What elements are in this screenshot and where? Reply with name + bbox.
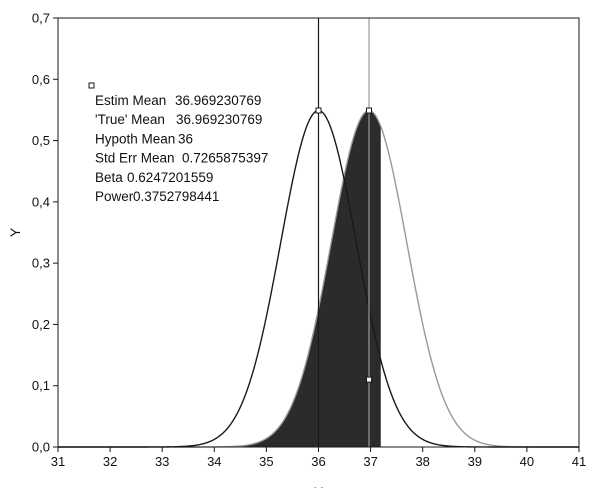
y-tick-label: 0,2 <box>32 317 50 332</box>
stat-label: Hypoth Mean <box>95 131 175 146</box>
y-tick-label: 0,3 <box>32 256 50 271</box>
y-tick-label: 0,5 <box>32 133 50 148</box>
x-tick-label: 41 <box>572 454 586 469</box>
stat-label: Std Err Mean <box>95 151 175 166</box>
stat-value: 36.969230769 <box>176 112 262 127</box>
true-mean-marker <box>366 107 372 114</box>
stats-panel: Estim Mean 36.969230769 'True' Mean 36.9692… <box>88 82 268 204</box>
stat-label: 'True' Mean <box>95 112 165 127</box>
x-tick-label: 39 <box>468 454 482 469</box>
beta-region <box>58 110 381 448</box>
x-tick-label: 33 <box>155 454 169 469</box>
x-tick-label: 31 <box>51 454 65 469</box>
stat-label: Power <box>95 189 134 204</box>
x-tick-label: 35 <box>259 454 273 469</box>
axes: 31 32 33 34 35 36 37 38 39 40 41 0,0 0,1 0,2 0,3 0,4 0,5… <box>32 11 586 470</box>
y-tick-label: 0,7 <box>32 11 50 26</box>
beta-marker <box>366 376 372 383</box>
x-tick-label: 32 <box>103 454 117 469</box>
x-tick-label: 36 <box>311 454 325 469</box>
hypothesized-mean-marker <box>315 107 322 114</box>
stat-label: Beta <box>95 170 123 185</box>
x-tick-label: 40 <box>520 454 534 469</box>
x-tick-label: 37 <box>363 454 377 469</box>
stat-value: 0.3752798441 <box>133 189 219 204</box>
x-tick-label: 34 <box>207 454 221 469</box>
y-tick-label: 0,4 <box>32 194 50 209</box>
y-axis-title: Y <box>7 227 23 237</box>
stat-value: 0.7265875397 <box>182 151 268 166</box>
x-tick-label: 38 <box>415 454 429 469</box>
x-axis-title: X <box>314 484 324 488</box>
plot-area <box>58 18 579 448</box>
y-tick-label: 0,6 <box>32 72 50 87</box>
stats-handle[interactable] <box>88 82 95 89</box>
y-tick-label: 0,0 <box>32 440 50 455</box>
stat-value: 0.6247201559 <box>127 170 213 185</box>
stat-value: 36.969230769 <box>175 93 261 108</box>
stat-label: Estim Mean <box>95 93 166 108</box>
stat-value: 36 <box>178 131 193 146</box>
y-tick-label: 0,1 <box>32 378 50 393</box>
